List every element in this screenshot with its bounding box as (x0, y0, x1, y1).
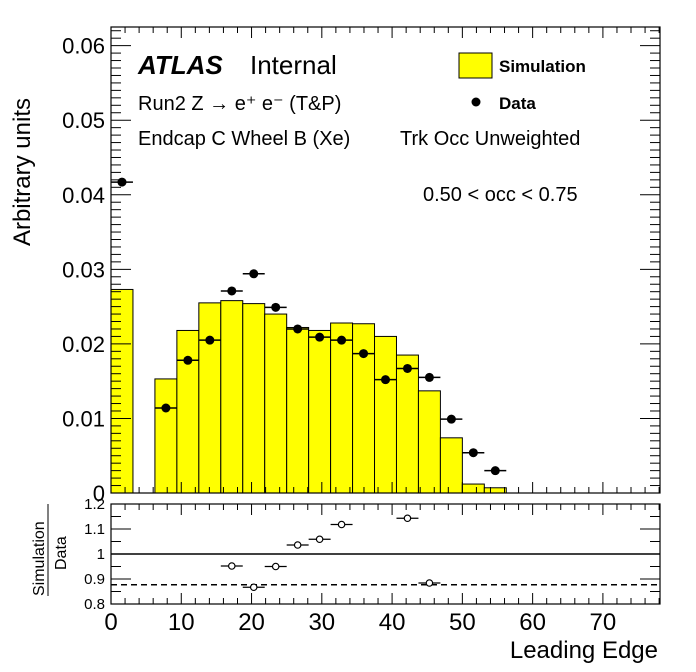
data-point (271, 302, 281, 312)
occupancy-range-label: 0.50 < occ < 0.75 (423, 184, 578, 206)
y-tick-label: 0.04 (62, 183, 105, 208)
ratio-y-tick-label: 1.2 (84, 496, 105, 513)
x-tick-label: 60 (519, 609, 546, 636)
ratio-y-title-numerator: Simulation (31, 521, 48, 596)
data-point (446, 414, 456, 424)
data-point (337, 335, 347, 345)
ratio-point (315, 535, 324, 544)
simulation-bar (198, 302, 222, 494)
ratio-y-tick-label: 1.1 (84, 521, 105, 538)
ratio-reference-lines (111, 553, 660, 586)
simulation-bar (483, 487, 507, 494)
legend-data-marker (471, 97, 481, 107)
y-tick-label: 0.01 (62, 406, 105, 431)
data-point (381, 375, 390, 385)
simulation-bar (330, 322, 354, 494)
ratio-point (249, 583, 258, 592)
y-tick-label: 0.02 (62, 332, 105, 357)
ratio-y-tick-label: 1 (97, 546, 105, 563)
legend-data-label: Data (499, 94, 536, 113)
ratio-point (403, 514, 412, 523)
weighting-label: Trk Occ Unweighted (400, 128, 580, 150)
x-tick-label: 50 (449, 609, 476, 636)
region-label: Endcap C Wheel B (Xe) (138, 128, 350, 150)
data-point (227, 286, 237, 296)
ratio-point (271, 562, 280, 571)
ratio-y-title-denominator: Data (53, 536, 70, 570)
legend-simulation-swatch (458, 52, 493, 79)
simulation-bar (395, 354, 419, 494)
y-tick-label: 0 (93, 481, 105, 506)
x-tick-label: 70 (590, 609, 617, 636)
ratio-y-tick-label: 0.9 (84, 571, 105, 588)
data-point (315, 332, 325, 342)
ratio-points (220, 514, 441, 592)
data-point (161, 403, 171, 413)
y-tick-label: 0.03 (62, 257, 105, 282)
simulation-bar (220, 300, 244, 494)
simulation-bar (461, 483, 485, 494)
atlas-label: ATLAS (137, 50, 223, 80)
data-point (183, 355, 193, 365)
x-tick-label: 0 (104, 609, 117, 636)
simulation-bar (242, 303, 266, 494)
x-tick-label: 20 (238, 609, 265, 636)
x-tick-label: 40 (379, 609, 406, 636)
main-axis-ticks: 0 0.01 0.02 0.03 0.04 0.05 0.06 (62, 27, 660, 506)
y-tick-label: 0.06 (62, 34, 105, 59)
simulation-bar (176, 329, 200, 494)
ratio-point (227, 562, 236, 570)
legend-simulation-label: Simulation (499, 57, 586, 76)
legend: Simulation Data (458, 52, 586, 113)
simulation-bar (286, 326, 310, 494)
y-axis-title: Arbitrary units (9, 98, 36, 246)
ratio-point (293, 541, 302, 549)
simulation-bar (308, 329, 332, 494)
data-point (293, 324, 303, 334)
x-tick-label: 30 (308, 609, 335, 636)
simulation-bar (374, 335, 397, 494)
data-point (424, 372, 434, 382)
data-point (490, 466, 500, 476)
data-point (402, 363, 412, 373)
simulation-bar (154, 378, 178, 494)
simulation-bar (110, 288, 134, 494)
ratio-axis-ticks: 0 10 20 30 40 50 60 70 0.8 0.9 1 1.1 1.2 (84, 496, 660, 636)
y-tick-label: 0.05 (62, 108, 105, 133)
main-panel-frame (110, 26, 661, 494)
ratio-y-tick-label: 0.8 (84, 596, 105, 613)
data-point (468, 448, 478, 458)
simulation-bar (417, 390, 441, 494)
atlas-status-label: Internal (250, 50, 337, 80)
data-points (111, 177, 507, 476)
data-point (249, 269, 259, 279)
simulation-bar (439, 437, 463, 494)
data-point (205, 335, 215, 345)
simulation-bar (264, 313, 288, 494)
simulation-histogram (110, 288, 507, 494)
data-point (117, 177, 127, 187)
data-point (359, 349, 369, 359)
ratio-point (337, 520, 346, 529)
x-tick-label: 10 (168, 609, 195, 636)
x-axis-title: Leading Edge (510, 637, 658, 664)
process-label: Run2 Z → e⁺ e⁻ (T&P) (138, 93, 341, 115)
ratio-point (425, 579, 434, 587)
